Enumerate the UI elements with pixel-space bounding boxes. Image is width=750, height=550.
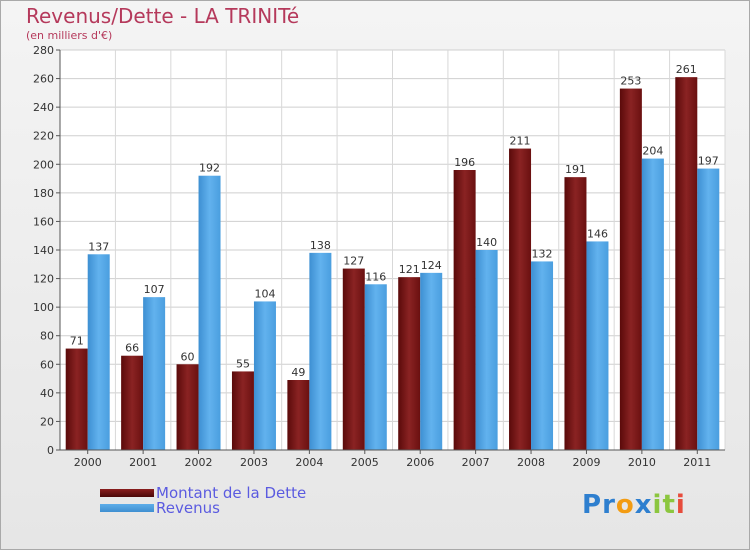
data-label-dette: 127 [343, 255, 364, 268]
logo-letter: x [634, 490, 653, 520]
logo-letter: o [615, 490, 635, 520]
data-label-revenus: 192 [199, 162, 220, 175]
proxiti-logo: Proxiti [582, 490, 686, 520]
x-tick-label: 2006 [406, 456, 434, 469]
x-tick-label: 2008 [517, 456, 545, 469]
y-tick-label: 20 [40, 415, 54, 428]
y-tick-label: 140 [33, 244, 54, 257]
x-tick-label: 2002 [185, 456, 213, 469]
data-label-dette: 253 [620, 75, 641, 88]
bar-revenus [253, 301, 276, 450]
y-tick-label: 260 [33, 73, 54, 86]
y-tick-label: 180 [33, 187, 54, 200]
legend-swatch-dette [100, 489, 154, 497]
data-label-dette: 71 [70, 335, 84, 348]
x-tick-label: 2004 [295, 456, 323, 469]
bar-revenus [475, 250, 498, 450]
data-label-revenus: 140 [476, 236, 497, 249]
bar-dette [65, 348, 88, 450]
x-tick-label: 2003 [240, 456, 268, 469]
data-label-dette: 60 [181, 350, 195, 363]
data-label-dette: 55 [236, 357, 250, 370]
bar-dette [509, 148, 532, 451]
logo-letter: P [582, 490, 603, 520]
data-label-dette: 49 [291, 366, 305, 379]
bar-dette [564, 177, 587, 450]
data-label-revenus: 132 [532, 247, 553, 260]
y-tick-label: 280 [33, 44, 54, 57]
x-tick-label: 2000 [74, 456, 102, 469]
bar-dette [675, 77, 698, 451]
y-tick-label: 240 [33, 101, 54, 114]
data-label-revenus: 197 [698, 155, 719, 168]
y-tick-label: 0 [47, 444, 54, 457]
bar-revenus [697, 168, 720, 451]
bar-dette [231, 371, 254, 450]
data-label-revenus: 138 [310, 239, 331, 252]
data-label-revenus: 116 [365, 270, 386, 283]
chart-title: Revenus/Dette - LA TRINITé [26, 4, 300, 28]
x-tick-label: 2010 [628, 456, 656, 469]
data-label-dette: 191 [565, 163, 586, 176]
bar-revenus [641, 158, 664, 451]
bar-dette [287, 380, 310, 450]
y-tick-label: 220 [33, 130, 54, 143]
y-tick-label: 160 [33, 215, 54, 228]
y-tick-label: 40 [40, 387, 54, 400]
bar-revenus [364, 284, 387, 450]
y-tick-label: 120 [33, 273, 54, 286]
data-label-revenus: 124 [421, 259, 442, 272]
bar-revenus [420, 272, 443, 450]
legend-label-revenus: Revenus [156, 499, 220, 517]
bar-dette [619, 88, 642, 451]
x-tick-label: 2005 [351, 456, 379, 469]
bar-revenus [309, 252, 332, 450]
legend-swatch-revenus [100, 504, 154, 512]
chart-subtitle: (en milliers d'€) [26, 29, 113, 42]
bar-revenus [586, 241, 609, 450]
logo-letter: i [675, 490, 686, 520]
data-label-dette: 66 [125, 342, 139, 355]
bar-revenus [531, 261, 554, 450]
bar-dette [342, 268, 365, 450]
bar-layer [65, 77, 720, 451]
logo-letter: t [662, 490, 676, 520]
bar-dette [398, 277, 421, 450]
data-label-dette: 121 [399, 263, 420, 276]
data-label-revenus: 104 [254, 287, 275, 300]
bar-revenus [143, 297, 166, 450]
data-label-dette: 261 [676, 63, 697, 76]
x-tick-label: 2001 [129, 456, 157, 469]
legend-label-dette: Montant de la Dette [156, 484, 307, 502]
bar-dette [121, 355, 144, 450]
data-label-revenus: 107 [144, 283, 165, 296]
logo-letter: i [652, 490, 663, 520]
x-tick-label: 2007 [462, 456, 490, 469]
y-tick-label: 200 [33, 158, 54, 171]
x-tick-label: 2011 [683, 456, 711, 469]
bar-revenus [87, 254, 110, 450]
x-tick-label: 2009 [572, 456, 600, 469]
data-label-revenus: 137 [88, 240, 109, 253]
logo-letter: r [602, 490, 616, 520]
axis-layer: 0 20 40 60 80 100 120 140 160 180 200 220 240 260 280 2… [33, 44, 725, 469]
data-label-revenus: 204 [642, 145, 663, 158]
data-label-dette: 196 [454, 156, 475, 169]
y-tick-label: 80 [40, 330, 54, 343]
y-tick-label: 100 [33, 301, 54, 314]
bar-dette [453, 170, 476, 450]
y-tick-label: 60 [40, 358, 54, 371]
bar-revenus [198, 175, 221, 450]
bar-dette [176, 364, 199, 450]
data-label-dette: 211 [510, 135, 531, 148]
data-label-revenus: 146 [587, 227, 608, 240]
